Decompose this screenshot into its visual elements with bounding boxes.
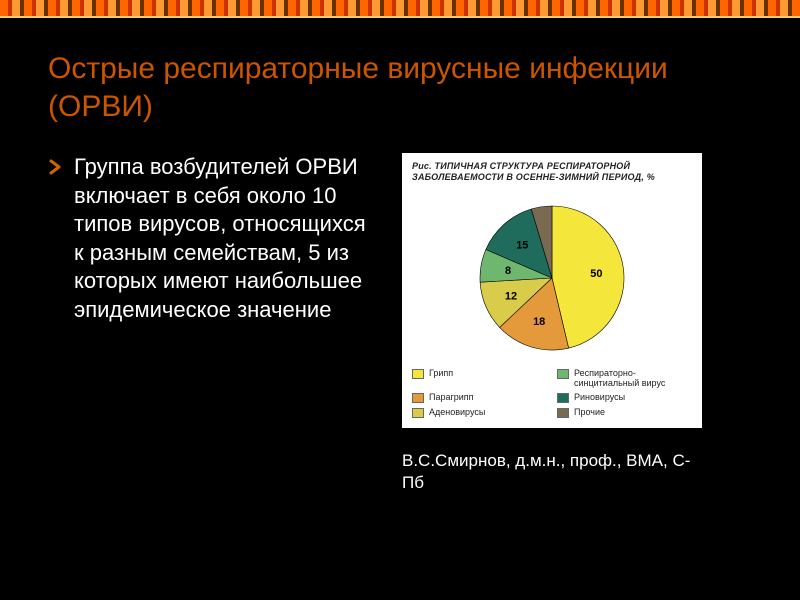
legend-item: Прочие bbox=[557, 407, 692, 418]
legend-item: Риновирусы bbox=[557, 392, 692, 403]
legend-swatch bbox=[557, 408, 569, 418]
slide-content: Острые респираторные вирусные инфекции (… bbox=[0, 18, 800, 514]
attribution: В.С.Смирнов, д.м.н., проф., ВМА, С-Пб bbox=[402, 450, 702, 494]
pie-slice-label: 12 bbox=[505, 290, 517, 302]
legend-swatch bbox=[557, 369, 569, 379]
legend-label: Грипп bbox=[429, 368, 453, 378]
legend-swatch bbox=[557, 393, 569, 403]
decorative-top-border bbox=[0, 0, 800, 18]
pie-slice-label: 50 bbox=[590, 267, 602, 279]
slide-title: Острые респираторные вирусные инфекции (… bbox=[48, 50, 752, 125]
legend-item: Парагрипп bbox=[412, 392, 547, 403]
pie-slice-label: 15 bbox=[516, 239, 528, 251]
chevron-right-icon bbox=[48, 159, 64, 180]
legend-swatch bbox=[412, 393, 424, 403]
legend-label: Прочие bbox=[574, 407, 605, 417]
legend-label: Риновирусы bbox=[574, 392, 625, 402]
legend-label: Аденовирусы bbox=[429, 407, 485, 417]
pie-slice-label: 8 bbox=[505, 265, 511, 277]
chart-column: Рис. ТИПИЧНАЯ СТРУКТУРА РЕСПИРАТОРНОЙ ЗА… bbox=[402, 153, 752, 494]
legend-label: Респираторно-синцитиальный вирус bbox=[574, 368, 692, 389]
legend-label: Парагрипп bbox=[429, 392, 474, 402]
bullet-text: Группа возбудителей ОРВИ включает в себя… bbox=[74, 153, 378, 325]
legend-item: Грипп bbox=[412, 368, 547, 389]
legend-item: Аденовирусы bbox=[412, 407, 547, 418]
body-row: Группа возбудителей ОРВИ включает в себя… bbox=[48, 153, 752, 494]
legend-swatch bbox=[412, 408, 424, 418]
pie-slice-label: 18 bbox=[533, 315, 545, 327]
text-column: Группа возбудителей ОРВИ включает в себя… bbox=[48, 153, 378, 325]
pie-chart: 50 18 12 8 15 bbox=[412, 190, 692, 360]
legend-item: Респираторно-синцитиальный вирус bbox=[557, 368, 692, 389]
chart-legend: Грипп Респираторно-синцитиальный вирус Пар… bbox=[412, 368, 692, 419]
pie-chart-card: Рис. ТИПИЧНАЯ СТРУКТУРА РЕСПИРАТОРНОЙ ЗА… bbox=[402, 153, 702, 428]
legend-swatch bbox=[412, 369, 424, 379]
chart-caption: Рис. ТИПИЧНАЯ СТРУКТУРА РЕСПИРАТОРНОЙ ЗА… bbox=[412, 161, 692, 184]
bullet-item: Группа возбудителей ОРВИ включает в себя… bbox=[48, 153, 378, 325]
